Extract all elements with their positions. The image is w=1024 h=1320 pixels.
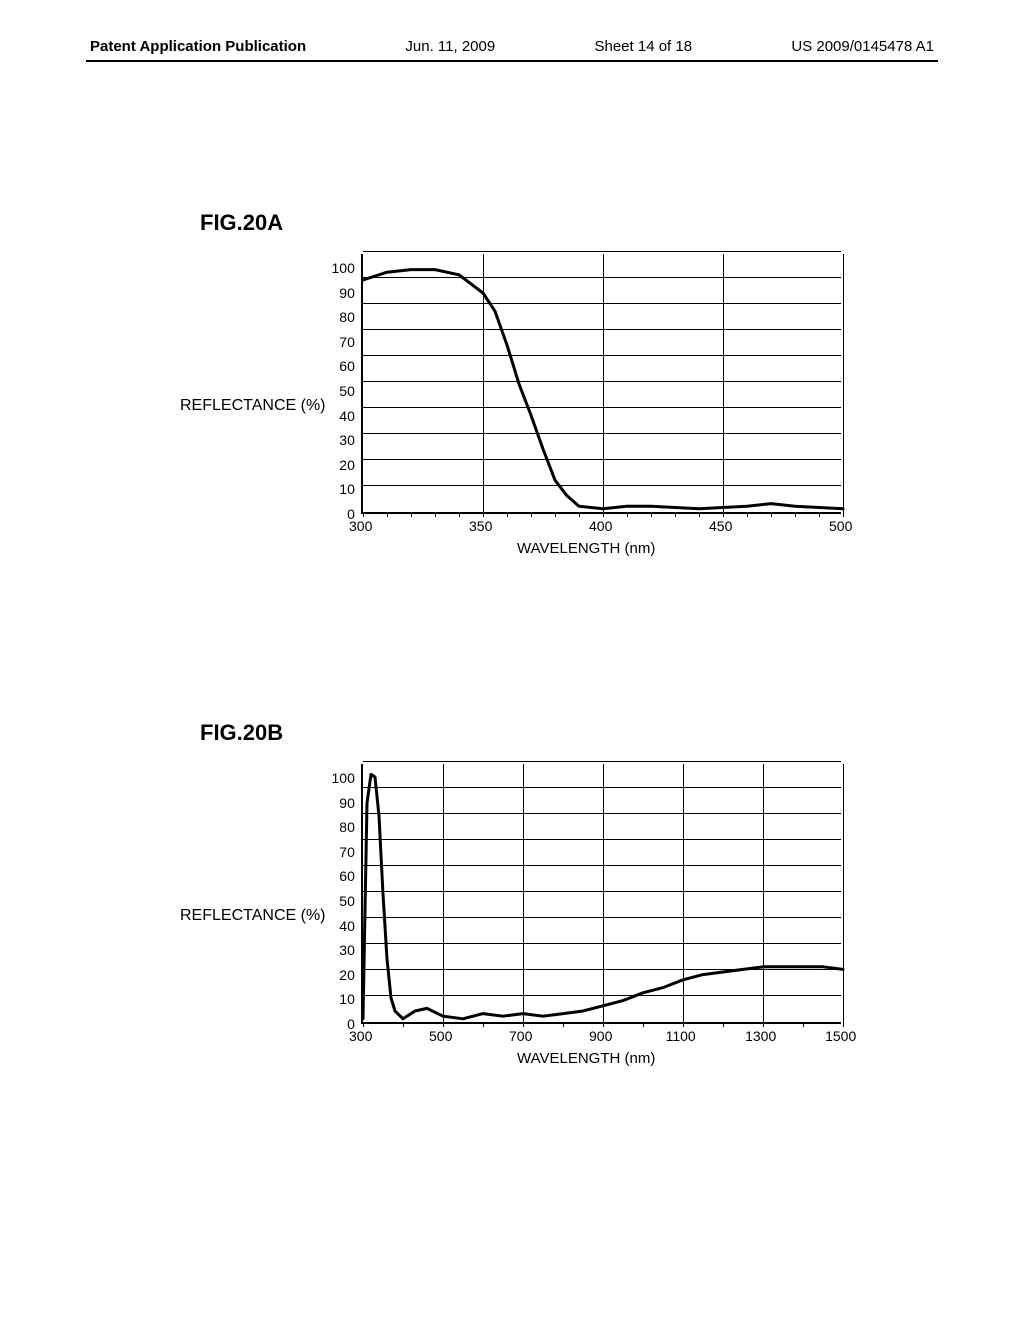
- chart-b-xticks: 300500700900110013001500: [361, 1024, 841, 1046]
- header-publication: Patent Application Publication: [90, 38, 306, 55]
- chart-b-xlabel: WAVELENGTH (nm): [517, 1050, 655, 1067]
- header-sheet: Sheet 14 of 18: [594, 38, 692, 55]
- chart-a-xticks: 300350400450500: [361, 514, 841, 536]
- fig-label-b: FIG.20B: [200, 720, 841, 746]
- chart-a-yticks: 1009080706050403020100: [332, 254, 361, 514]
- chart-b-yticks: 1009080706050403020100: [332, 764, 361, 1024]
- chart-a-plot: [361, 254, 841, 514]
- figure-20b: FIG.20B REFLECTANCE (%) 1009080706050403…: [180, 720, 841, 1067]
- chart-a-body: REFLECTANCE (%) 1009080706050403020100 3…: [180, 254, 841, 557]
- header-docnum: US 2009/0145478 A1: [791, 38, 934, 55]
- fig-label-a: FIG.20A: [200, 210, 841, 236]
- chart-a-xlabel: WAVELENGTH (nm): [517, 540, 655, 557]
- chart-b-ylabel: REFLECTANCE (%): [180, 907, 326, 925]
- chart-b-body: REFLECTANCE (%) 1009080706050403020100 3…: [180, 764, 841, 1067]
- chart-a-ylabel: REFLECTANCE (%): [180, 397, 326, 415]
- header-date: Jun. 11, 2009: [405, 38, 495, 55]
- page-header: Patent Application Publication Jun. 11, …: [0, 38, 1024, 55]
- chart-b-plot: [361, 764, 841, 1024]
- header-rule: [86, 60, 938, 62]
- figure-20a: FIG.20A REFLECTANCE (%) 1009080706050403…: [180, 210, 841, 557]
